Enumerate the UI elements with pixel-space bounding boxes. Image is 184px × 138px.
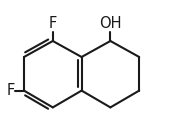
Text: F: F [6, 83, 14, 98]
Text: OH: OH [99, 16, 122, 31]
Text: F: F [49, 16, 57, 31]
